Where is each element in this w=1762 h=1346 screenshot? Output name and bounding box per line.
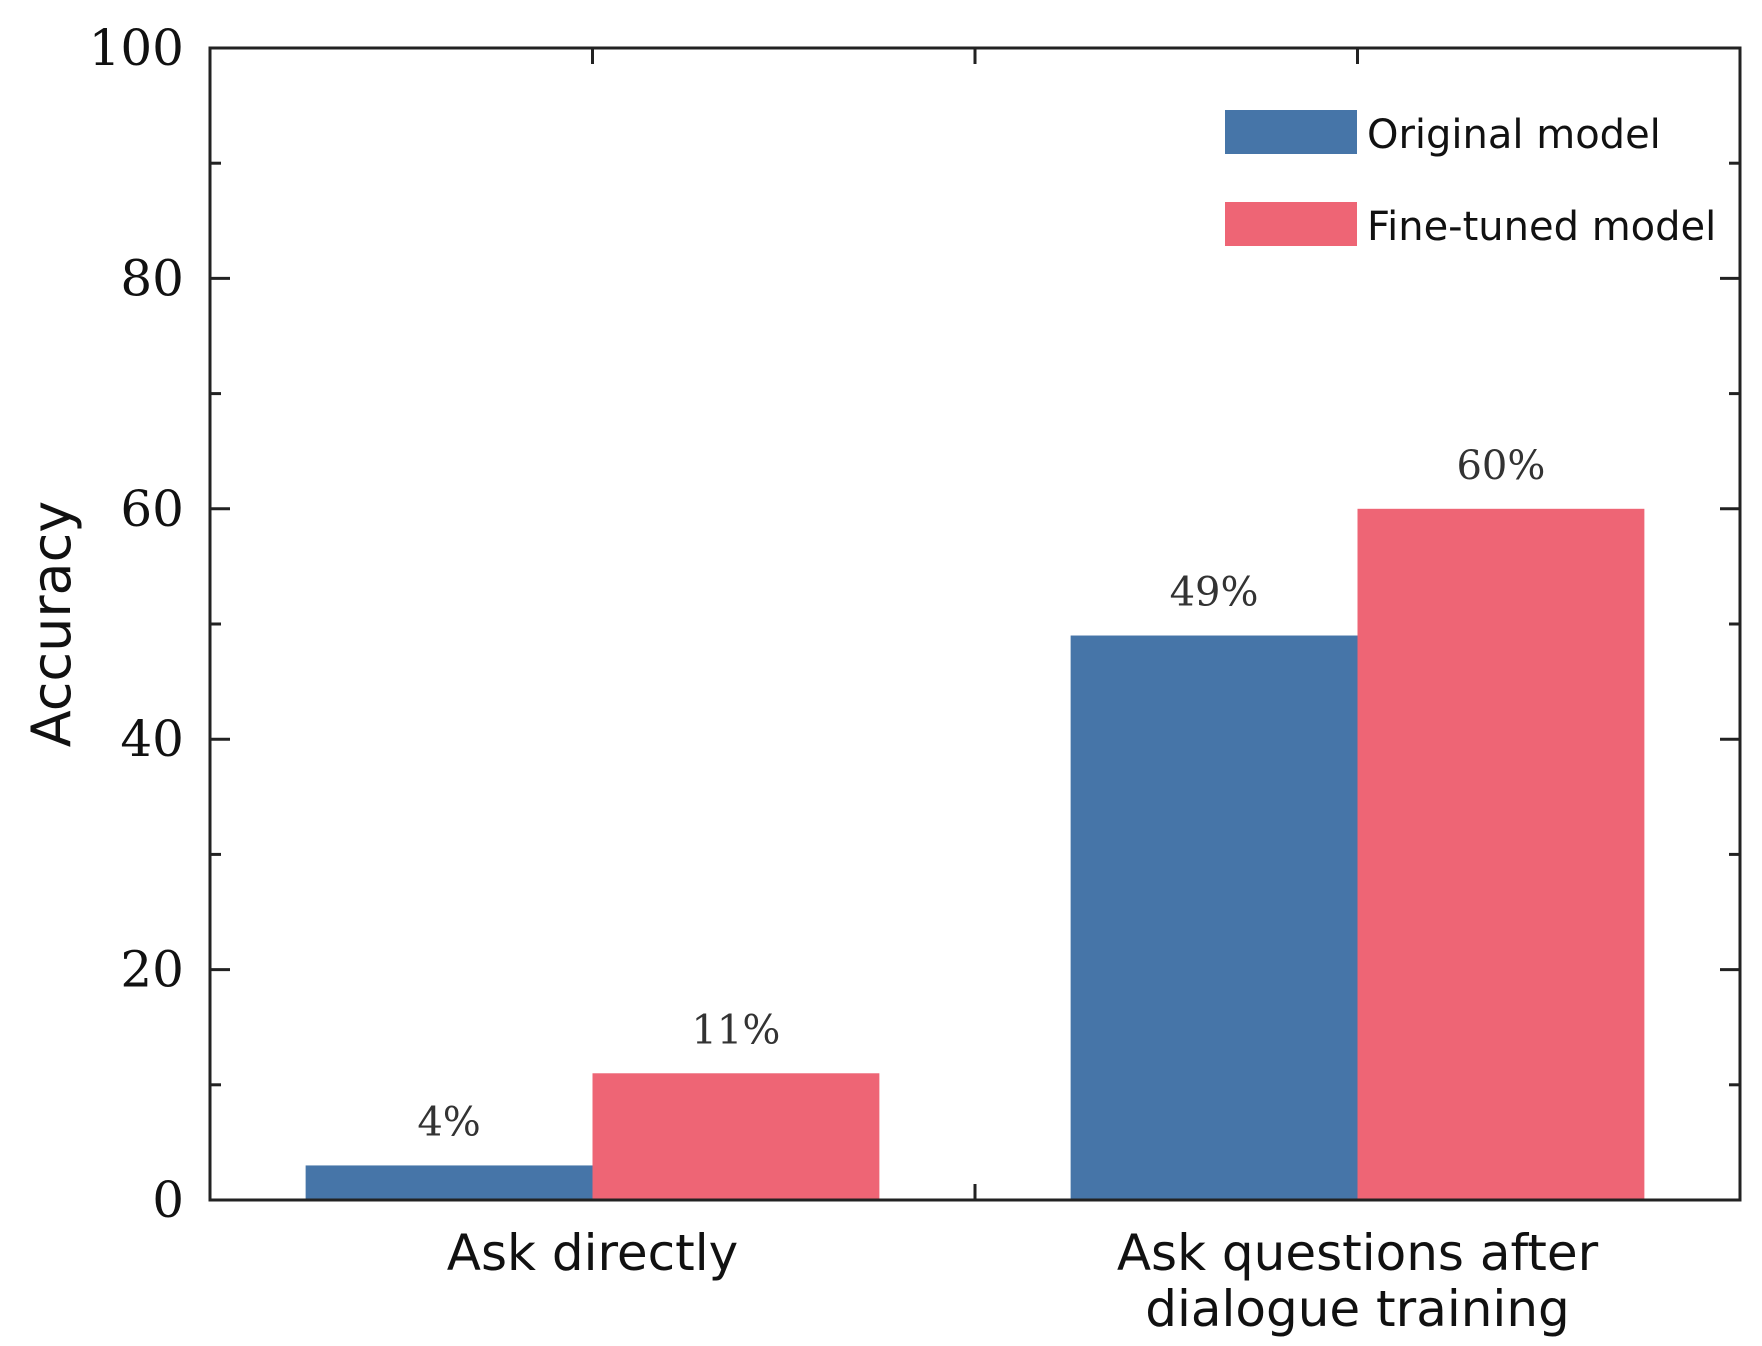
legend: Original model Fine-tuned model <box>1225 110 1716 250</box>
y-tick-label: 0 <box>152 1171 184 1229</box>
x-category-label: Ask questions after <box>1117 1224 1599 1282</box>
data-label: 11% <box>691 1007 780 1053</box>
data-label: 4% <box>417 1099 480 1145</box>
legend-swatch <box>1225 202 1357 246</box>
labels-layer: 0 20 40 60 80 100 4% 11% Ask directly 49% 60% Ask q… <box>89 19 1599 1338</box>
y-axis-title: Accuracy <box>20 501 83 748</box>
legend-label: Original model <box>1367 112 1661 158</box>
y-tick-label: 100 <box>89 19 184 77</box>
plot-frame <box>208 46 1742 1202</box>
x-category-label: dialogue training <box>1145 1280 1570 1338</box>
y-tick-label: 20 <box>120 941 184 999</box>
y-tick-label: 60 <box>120 480 184 538</box>
y-tick-label: 80 <box>120 249 184 307</box>
data-label: 60% <box>1456 443 1545 489</box>
bar-original-model <box>305 1165 593 1200</box>
bar-original-model <box>1070 635 1358 1200</box>
data-label: 49% <box>1170 570 1259 616</box>
legend-label: Fine-tuned model <box>1367 204 1716 250</box>
bar-fine-tuned-model <box>592 1073 880 1200</box>
legend-swatch <box>1225 110 1357 154</box>
y-tick-label: 40 <box>120 710 184 768</box>
bars-layer <box>305 508 1645 1200</box>
x-category-label: Ask directly <box>447 1224 739 1282</box>
bar-fine-tuned-model <box>1357 508 1645 1200</box>
